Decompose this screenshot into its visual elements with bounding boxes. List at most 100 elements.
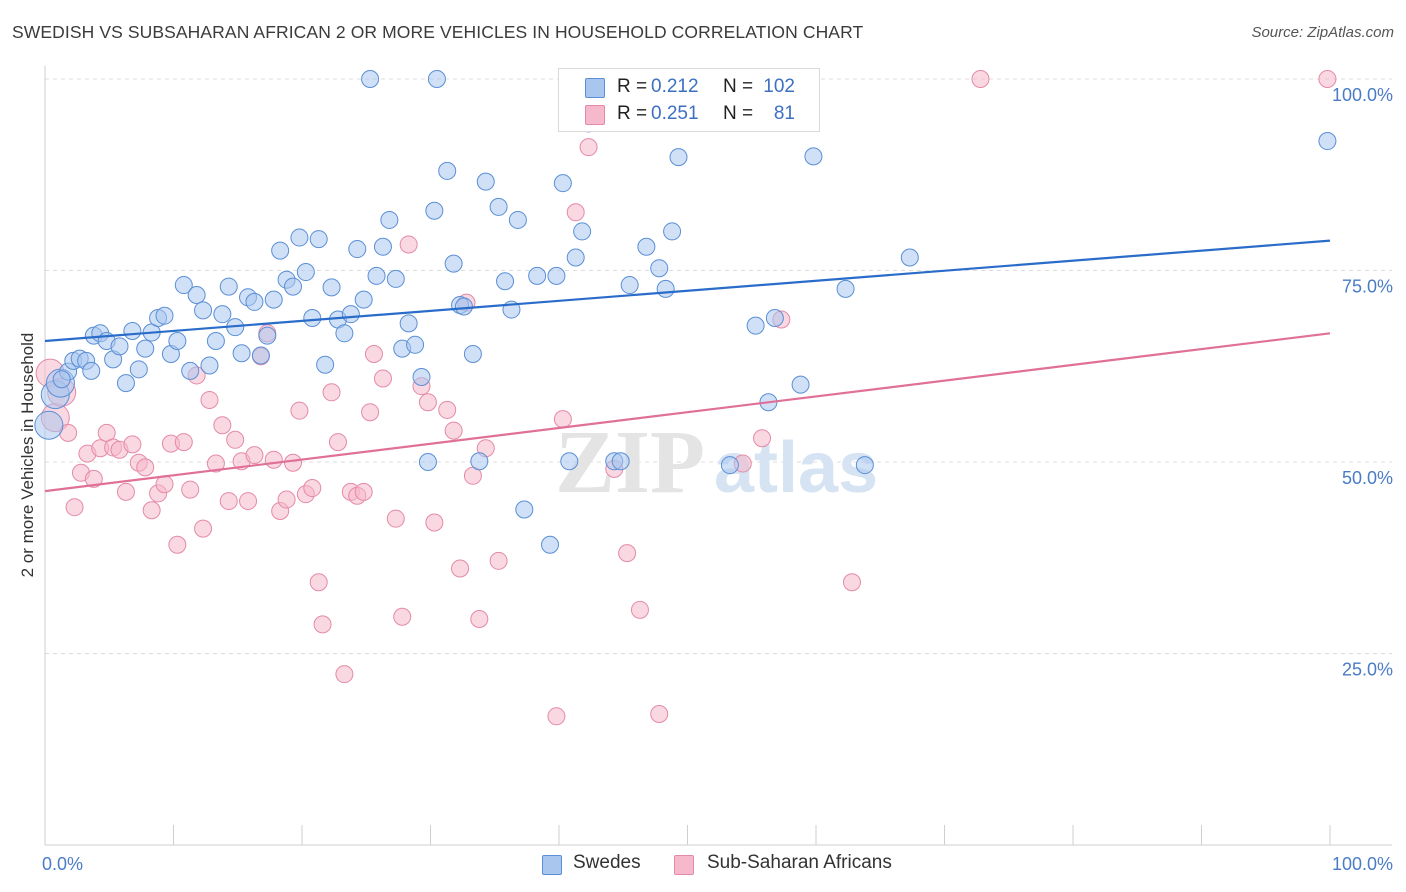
swedes-point [900,248,919,267]
legend-r-value: 0.212 [651,76,699,97]
swedes-point [663,222,682,241]
subsaharan-point [264,450,283,469]
swedes-point [174,276,193,295]
swedes-point [296,263,315,282]
swedes-point [1318,132,1337,151]
legend-r-label: R = [617,76,648,97]
subsaharan-point [213,416,232,435]
swedes-point [290,228,309,247]
subsaharan-point [313,615,332,634]
swedes-point [373,237,392,256]
subsaharan-point [386,509,405,528]
subsaharan-point [65,498,84,517]
swedes-point [168,331,187,350]
swedes-point [361,70,380,88]
swedes-point [438,161,457,180]
swedes-point [791,375,810,394]
subsaharan-point [547,707,566,726]
subsaharan-point [194,519,213,538]
swedes-point [380,210,399,229]
swedes-point [232,344,251,363]
swedes-point [515,500,534,519]
watermark: ZIP atlas [555,413,878,512]
subsaharan-point [618,544,637,563]
subsaharan-point [373,369,392,388]
legend-n-value: 81 [773,103,795,124]
y-tick-label: 100.0% [1332,85,1393,105]
swedes-point [155,306,174,325]
subsaharan-point [444,421,463,440]
legend-swatch-blue [585,78,605,98]
subsaharan-point [174,433,193,452]
subsaharan-point [226,430,245,449]
subsaharan-point [335,665,354,684]
legend-row-subsaharan: R = 0.251 N = 81 [559,101,819,127]
swedes-point [720,456,739,475]
subsaharan-point [168,535,187,554]
swedes-point [341,305,360,324]
swedes-point [489,197,508,216]
subsaharan-point [290,401,309,420]
subsaharan-point [328,433,347,452]
swedes-point [316,355,335,374]
legend-r-value: 0.251 [651,103,699,124]
subsaharan-point [753,429,772,448]
subsaharan-point [438,400,457,419]
swedes-point [116,374,135,393]
swedes-point [463,344,482,363]
subsaharan-point [116,482,135,501]
series-subsaharan-points [35,70,1337,726]
swedes-point [271,241,290,260]
swedes-point [476,172,495,191]
swedes-point [855,456,874,475]
subsaharan-point [630,600,649,619]
swedes-point [181,361,200,380]
swedes-label: Swedes [573,852,641,873]
subsaharan-point [309,573,328,592]
subsaharan-point [245,446,264,465]
source-label: Source: ZipAtlas.com [1251,24,1394,41]
swedes-point [611,452,630,471]
subsaharan-point [470,610,489,629]
y-tick-label: 50.0% [1342,468,1393,488]
stats-legend: R = 0.212 N = 102 R = 0.251 N = 81 [558,68,820,132]
swedes-point [470,452,489,471]
swedes-point [541,535,560,554]
subsaharan-point [284,453,303,472]
subsaharan-point [553,410,572,429]
swedes-point [82,361,101,380]
y-tick-label: 25.0% [1342,660,1393,680]
subsaharan-trendline [44,332,1331,493]
subsaharan-point [123,435,142,454]
subsaharan-point [361,403,380,422]
subsaharan-point [84,469,103,488]
subsaharan-point [322,383,341,402]
swedes-point [367,266,386,285]
subsaharan-point [425,513,444,532]
x-tick-label: 100.0% [1332,854,1393,874]
swedes-point [496,272,515,291]
swedes-point [836,279,855,298]
subsaharan-point [489,551,508,570]
swedes-point [412,367,431,386]
swedes-point [804,147,823,166]
subsaharan-point [971,70,990,88]
swedes-trendline [44,239,1331,343]
swedes-point [454,297,473,316]
swedes-point [566,248,585,267]
watermark-zip: ZIP [555,413,705,512]
subsaharan-point [277,490,296,509]
swedes-point [303,308,322,327]
swedes-point [187,286,206,305]
swedes-point [547,266,566,285]
swedes-point [322,278,341,297]
trendlines [44,239,1331,493]
swedes-point [213,305,232,324]
swedes-point [335,324,354,343]
subsaharan-point [219,492,238,511]
subsaharan-swatch [674,855,694,875]
swedes-point [386,269,405,288]
swedes-point [573,222,592,241]
y-axis-title: 2 or more Vehicles in Household [18,333,37,578]
